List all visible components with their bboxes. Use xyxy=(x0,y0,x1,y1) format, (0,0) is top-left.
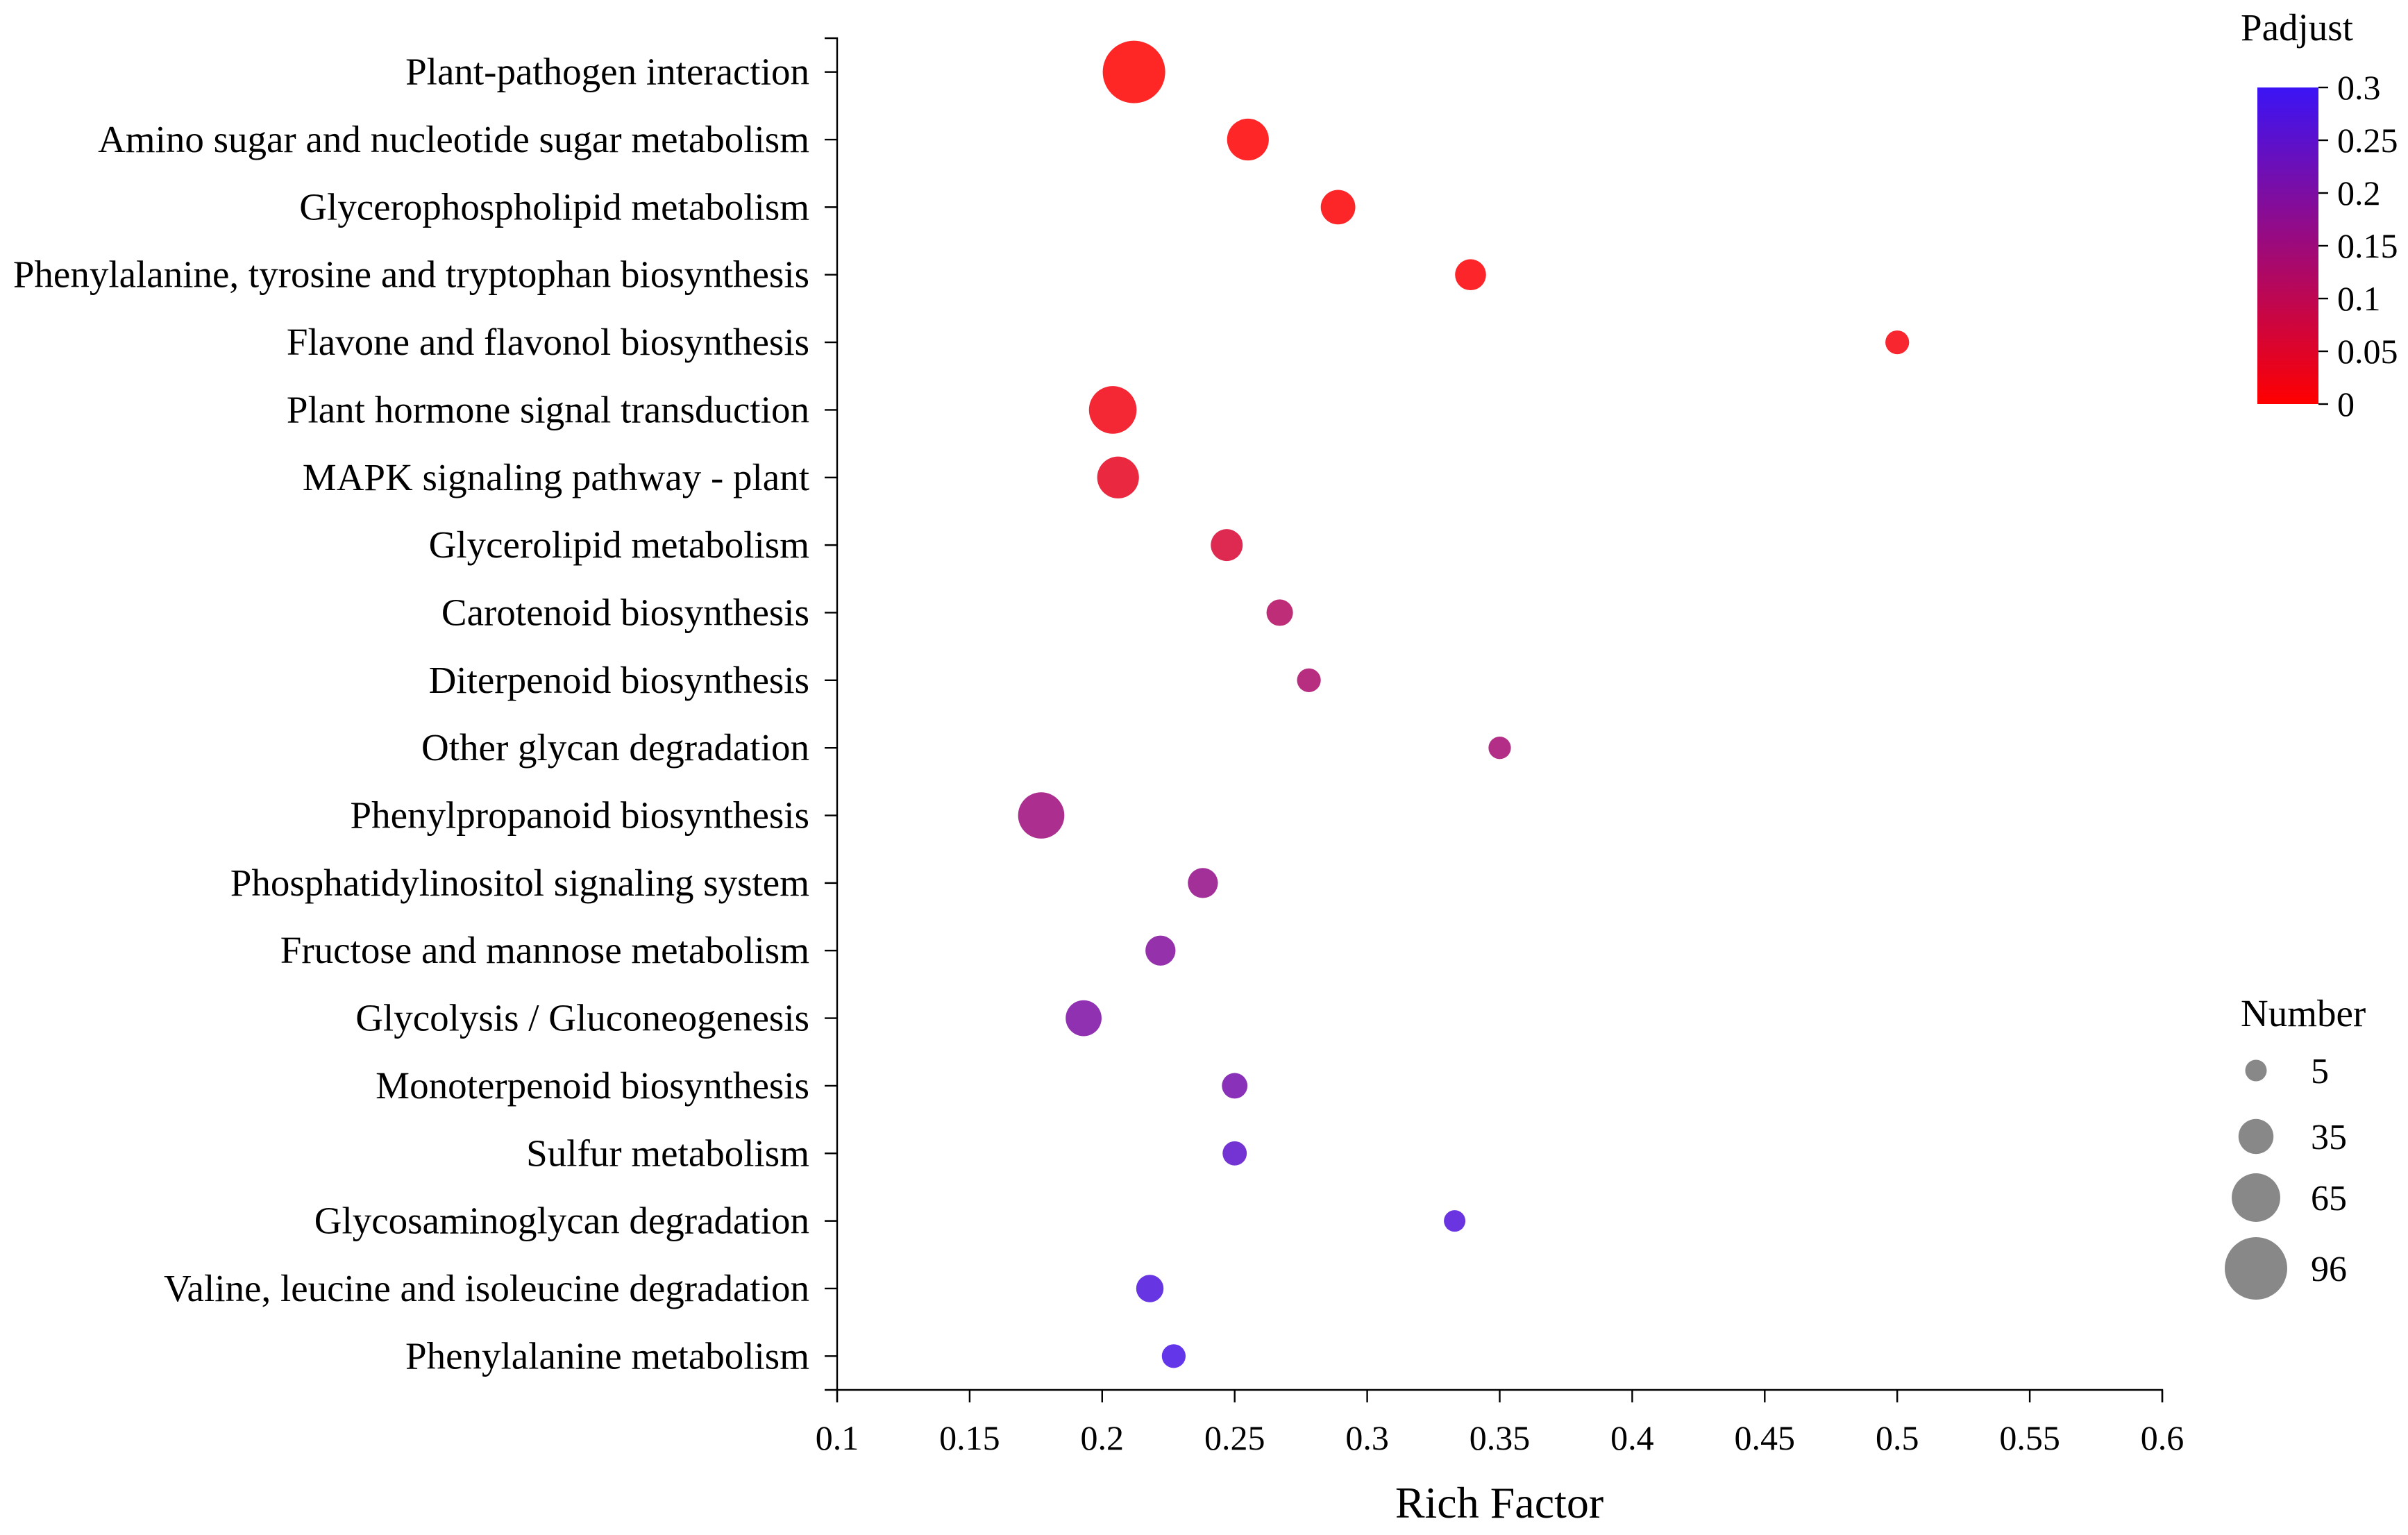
y-axis: Plant-pathogen interaction Amino sugar an… xyxy=(13,37,839,1391)
bubble-glycerophospholipid-metabolism xyxy=(1320,190,1356,225)
padjust-tick-label-0-2: 0.2 xyxy=(2337,174,2381,212)
bubble-glycosaminoglycan-degradation xyxy=(1444,1210,1466,1232)
number-legend-circle-5 xyxy=(2245,1059,2267,1082)
bubble-fructose-and-mannose-metabolism xyxy=(1145,935,1176,966)
x-tick-label-0-5: 0.5 xyxy=(1876,1418,1919,1457)
y-label-phosphatidylinositol-signaling-system: Phosphatidylinositol signaling system xyxy=(230,862,809,904)
y-label-valine-leucine-and-isoleucine-degradation: Valine, leucine and isoleucine degradati… xyxy=(164,1267,809,1309)
y-label-plant-pathogen-interaction: Plant-pathogen interaction xyxy=(405,51,809,93)
y-label-glycosaminoglycan-degradation: Glycosaminoglycan degradation xyxy=(314,1200,809,1242)
padjust-tick-label-0: 0 xyxy=(2337,385,2355,423)
bubble-flavone-and-flavonol-biosynthesis xyxy=(1885,330,1910,355)
x-tick-label-0-2: 0.2 xyxy=(1081,1418,1125,1457)
bubble-other-glycan-degradation xyxy=(1488,737,1511,760)
bubble-phenylpropanoid-biosynthesis xyxy=(1018,792,1065,839)
padjust-color-legend: Padjust 0.3 0.25 0.2 0.15 0.1 0.05 0 xyxy=(2241,6,2398,423)
bubble-series xyxy=(1018,40,1910,1368)
number-size-legend: Number 5 35 65 96 xyxy=(2225,992,2366,1300)
number-legend-label-65: 65 xyxy=(2311,1179,2347,1218)
padjust-tick-label-0-05: 0.05 xyxy=(2337,332,2398,371)
number-legend-label-5: 5 xyxy=(2311,1052,2329,1091)
number-legend-circle-65 xyxy=(2232,1173,2280,1222)
x-tick-label-0-25: 0.25 xyxy=(1204,1418,1265,1457)
y-label-phenylpropanoid-biosynthesis: Phenylpropanoid biosynthesis xyxy=(350,794,809,837)
padjust-tick-label-0-1: 0.1 xyxy=(2337,279,2381,318)
bubble-plant-pathogen-interaction xyxy=(1102,40,1165,103)
bubble-mapk-signaling-pathway-plant xyxy=(1097,456,1139,498)
bubble-phenylalanine-metabolism xyxy=(1161,1344,1186,1368)
x-axis-title: Rich Factor xyxy=(1395,1478,1603,1527)
y-label-carotenoid-biosynthesis: Carotenoid biosynthesis xyxy=(441,591,809,633)
y-label-monoterpenoid-biosynthesis: Monoterpenoid biosynthesis xyxy=(376,1064,809,1107)
x-tick-label-0-15: 0.15 xyxy=(939,1418,1000,1457)
y-label-glycolysis-gluconeogenesis: Glycolysis / Gluconeogenesis xyxy=(355,997,809,1039)
bubble-valine-leucine-and-isoleucine-degradation xyxy=(1136,1275,1164,1302)
number-legend-circle-96 xyxy=(2225,1237,2287,1300)
y-label-other-glycan-degradation: Other glycan degradation xyxy=(421,726,809,769)
x-tick-label-0-4: 0.4 xyxy=(1610,1418,1654,1457)
y-label-phenylalanine-metabolism: Phenylalanine metabolism xyxy=(405,1334,809,1377)
bubble-phosphatidylinositol-signaling-system xyxy=(1188,868,1218,898)
padjust-legend-title: Padjust xyxy=(2241,6,2353,49)
padjust-tick-label-0-25: 0.25 xyxy=(2337,121,2398,160)
y-label-phenylalanine-tyrosine-and-tryptophan-biosynthesis: Phenylalanine, tyrosine and tryptophan b… xyxy=(13,253,809,296)
number-legend-circle-35 xyxy=(2238,1118,2274,1155)
y-label-amino-sugar-and-nucleotide-sugar-metabolism: Amino sugar and nucleotide sugar metabol… xyxy=(98,118,809,160)
x-tick-label-0-55: 0.55 xyxy=(1999,1418,2060,1457)
bubble-monoterpenoid-biosynthesis xyxy=(1222,1073,1248,1099)
y-label-mapk-signaling-pathway-plant: MAPK signaling pathway - plant xyxy=(303,456,809,498)
x-axis: 0.1 0.15 0.2 0.25 0.3 0.35 0.4 0.45 0.5 0.55 0.6 xyxy=(816,1389,2184,1457)
y-label-plant-hormone-signal-transduction: Plant hormone signal transduction xyxy=(287,388,809,430)
number-legend-label-96: 96 xyxy=(2311,1250,2347,1289)
y-label-glycerophospholipid-metabolism: Glycerophospholipid metabolism xyxy=(299,185,809,228)
y-label-flavone-and-flavonol-biosynthesis: Flavone and flavonol biosynthesis xyxy=(287,321,809,363)
padjust-tick-label-0-15: 0.15 xyxy=(2337,226,2398,265)
x-tick-label-0-1: 0.1 xyxy=(816,1418,859,1457)
bubble-diterpenoid-biosynthesis xyxy=(1297,668,1321,692)
bubble-amino-sugar-and-nucleotide-sugar-metabolism xyxy=(1227,118,1269,161)
y-label-fructose-and-mannose-metabolism: Fructose and mannose metabolism xyxy=(280,929,809,971)
bubble-glycolysis-gluconeogenesis xyxy=(1066,1000,1102,1037)
number-legend-label-35: 35 xyxy=(2311,1118,2347,1157)
bubble-plant-hormone-signal-transduction xyxy=(1088,386,1137,434)
x-tick-label-0-45: 0.45 xyxy=(1735,1418,1796,1457)
number-legend-items: 5 35 65 96 xyxy=(2225,1052,2347,1300)
bubble-sulfur-metabolism xyxy=(1222,1141,1247,1166)
bubble-carotenoid-biosynthesis xyxy=(1266,599,1293,626)
y-label-glycerolipid-metabolism: Glycerolipid metabolism xyxy=(429,523,809,566)
bubble-glycerolipid-metabolism xyxy=(1211,529,1243,562)
number-legend-title: Number xyxy=(2241,992,2366,1034)
x-tick-label-0-6: 0.6 xyxy=(2141,1418,2184,1457)
x-tick-label-0-35: 0.35 xyxy=(1470,1418,1531,1457)
padjust-tick-label-0-3: 0.3 xyxy=(2337,68,2381,107)
y-axis-line xyxy=(825,37,839,1391)
y-label-sulfur-metabolism: Sulfur metabolism xyxy=(526,1132,809,1174)
y-label-diterpenoid-biosynthesis: Diterpenoid biosynthesis xyxy=(429,659,809,701)
padjust-gradient-bar xyxy=(2257,87,2318,404)
x-tick-label-0-3: 0.3 xyxy=(1345,1418,1389,1457)
bubble-phenylalanine-tyrosine-and-tryptophan-biosynthesis xyxy=(1455,259,1486,291)
padjust-legend-ticks: 0.3 0.25 0.2 0.15 0.1 0.05 0 xyxy=(2318,68,2398,423)
